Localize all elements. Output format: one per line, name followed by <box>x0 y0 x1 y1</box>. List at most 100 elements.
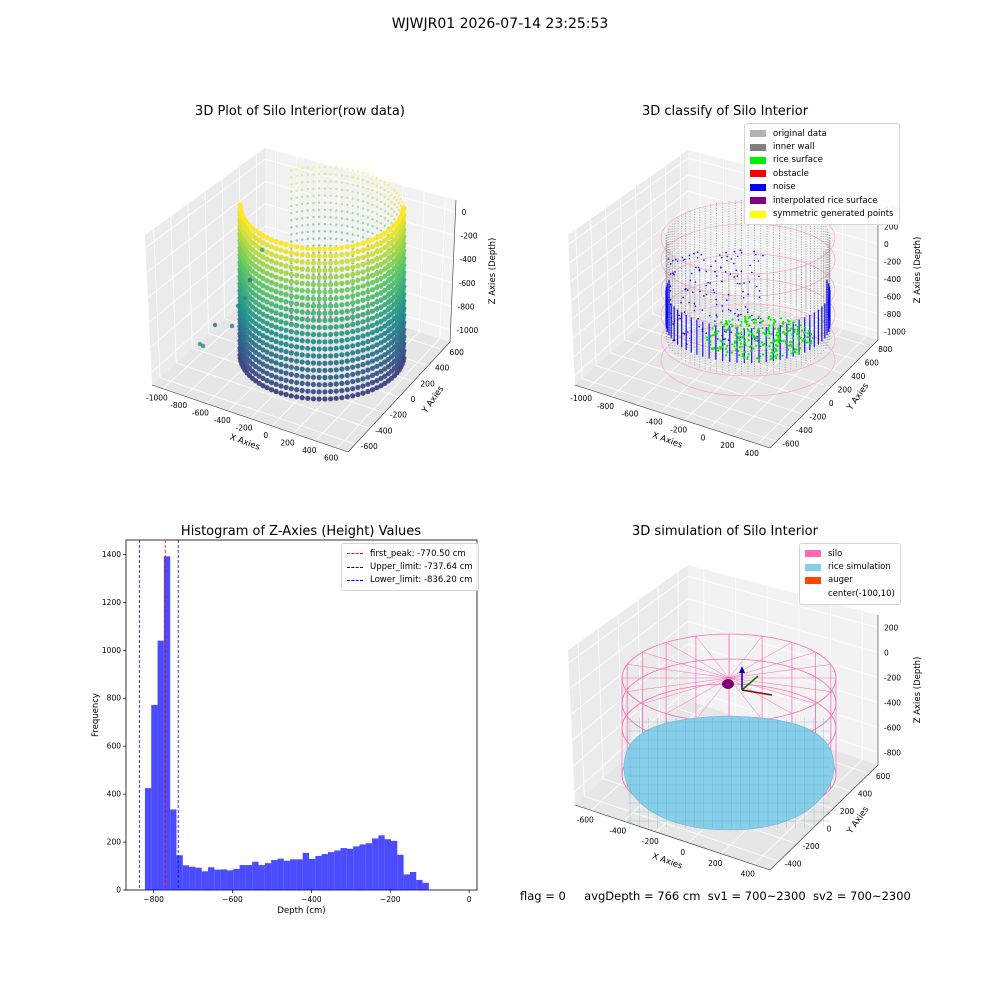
legend-label: auger <box>828 575 853 586</box>
wall-point <box>360 297 366 303</box>
wall-point <box>260 304 266 310</box>
outlier-point <box>247 277 253 283</box>
rice-surface-point <box>738 339 741 342</box>
rice-surface-point <box>772 340 776 343</box>
wall-point <box>273 238 279 245</box>
wall-point <box>322 296 328 302</box>
wall-point <box>268 329 275 336</box>
wall-point <box>329 194 332 197</box>
legend-line <box>347 553 363 555</box>
wall-point <box>328 246 334 252</box>
z-tick-label: -1000 <box>884 327 906 336</box>
wall-point <box>382 373 388 379</box>
rice-surface-point <box>787 323 791 326</box>
wall-point <box>312 180 315 183</box>
wall-point <box>322 274 328 281</box>
wall-point <box>382 380 388 386</box>
wall-point <box>323 308 327 312</box>
wall-point <box>260 347 266 353</box>
wall-point <box>369 308 376 314</box>
wall-point <box>316 253 322 259</box>
wall-point <box>333 260 339 266</box>
wall-point <box>312 201 315 205</box>
wall-point <box>294 258 300 264</box>
wall-point <box>264 378 270 384</box>
wall-point <box>273 317 279 323</box>
rice-surface-point <box>803 331 806 334</box>
wall-point <box>382 237 388 243</box>
noise-point <box>753 338 756 341</box>
wall-point <box>268 308 275 314</box>
noise-point <box>668 300 670 302</box>
rice-surface-point <box>789 343 792 347</box>
wall-point <box>260 275 266 281</box>
wall-point <box>374 285 380 291</box>
wall-point <box>361 221 365 225</box>
y-tick-label: 200 <box>840 807 855 816</box>
wall-point <box>294 251 300 257</box>
rice-surface-point <box>721 340 724 343</box>
noise-point <box>756 335 758 338</box>
rice-surface-point <box>765 334 768 337</box>
wall-point <box>390 215 393 218</box>
rice-surface-point <box>771 357 774 360</box>
wall-point <box>256 252 262 258</box>
wall-point <box>333 367 339 373</box>
wall-point <box>264 242 270 248</box>
wall-point <box>369 251 376 257</box>
rice-surface-point <box>770 333 773 336</box>
wall-point <box>299 288 305 294</box>
rice-surface-point <box>786 326 789 329</box>
center-z-arrowhead <box>739 666 745 673</box>
grid-line <box>687 688 879 753</box>
wall-point <box>344 322 350 328</box>
rice-surface-point <box>744 320 747 323</box>
rice-surface-point <box>743 339 747 342</box>
grid-line <box>256 288 443 351</box>
wall-point <box>382 302 388 308</box>
noise-point <box>746 308 749 311</box>
wall-point <box>278 261 284 268</box>
y-tick-label: 400 <box>107 790 122 799</box>
rice-surface-point <box>755 344 758 347</box>
wall-point <box>312 223 315 226</box>
wall-point <box>299 295 305 301</box>
legend-label: symmetric generated points <box>773 209 894 220</box>
grid-line <box>660 307 772 413</box>
wall-point <box>278 311 284 318</box>
legend-label: Upper_limit: -737.64 cm <box>370 562 473 573</box>
wall-point <box>328 331 334 338</box>
rice-surface-point <box>746 357 749 361</box>
rice-surface-point <box>736 326 739 329</box>
wall-point <box>379 207 383 211</box>
wall-point <box>273 324 279 330</box>
wall-point <box>361 171 365 175</box>
wall-point <box>317 230 321 233</box>
wall-point <box>339 252 345 258</box>
wall-point <box>290 183 293 186</box>
wall-point <box>365 281 371 287</box>
rice-surface-point <box>797 345 800 348</box>
wall-point <box>299 388 305 394</box>
wall-point <box>378 311 384 317</box>
wall-point <box>283 327 289 333</box>
wall-point <box>306 202 309 205</box>
rice-surface-point <box>778 331 781 334</box>
rice-surface-point <box>774 355 777 358</box>
noise-point <box>693 309 696 312</box>
noise-point <box>688 301 690 304</box>
wall-point <box>294 294 300 300</box>
wall-point <box>288 300 294 306</box>
x-tick-label: -600 <box>621 410 638 419</box>
wall-point <box>268 258 275 264</box>
wall-point <box>378 325 384 331</box>
wall-point <box>260 297 266 303</box>
histogram-bar <box>327 852 335 890</box>
grid-line <box>170 216 177 363</box>
wall-point <box>374 328 380 334</box>
rice-surface-point <box>776 345 779 348</box>
histogram-bar <box>391 840 398 890</box>
noise-point <box>670 303 672 306</box>
rice-surface-point <box>762 331 765 334</box>
y-tick-label: -200 <box>802 842 819 851</box>
